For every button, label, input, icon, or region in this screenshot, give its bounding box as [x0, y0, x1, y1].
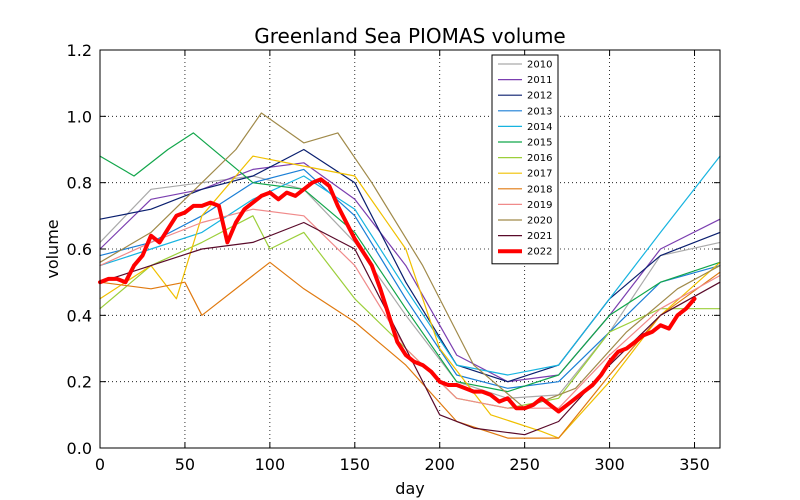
chart-title: Greenland Sea PIOMAS volume: [254, 24, 566, 48]
y-tick-label: 0.4: [67, 306, 92, 325]
series-line-2022: [98, 177, 697, 414]
series-line-2016: [99, 215, 721, 409]
y-tick-label: 0.2: [67, 373, 92, 392]
x-tick-label: 350: [679, 455, 710, 474]
legend-label-2019: 2019: [527, 200, 552, 211]
legend-label-2014: 2014: [527, 122, 552, 133]
x-axis-title: day: [395, 479, 424, 498]
y-tick-label: 0.6: [67, 240, 92, 259]
series-line-2014: [99, 155, 721, 376]
legend-label-2021: 2021: [527, 231, 552, 242]
legend-box: [491, 54, 559, 265]
y-tick-label: 1.0: [67, 107, 92, 126]
x-tick-label: 50: [175, 455, 195, 474]
x-tick-label: 100: [255, 455, 286, 474]
legend: 2010 2011 2012 2013 2014 2015 2016 2017 2018 2019…: [491, 54, 559, 265]
series-line-2018: [99, 261, 721, 439]
x-tick-label: 250: [509, 455, 540, 474]
axis-ticks: 0 50 100 150 200 250 300 350 0.0 0.2 0.4 0.6 0.8 1.0 1…: [67, 41, 720, 474]
grid-lines: [100, 50, 720, 448]
x-tick-label: 200: [424, 455, 455, 474]
legend-label-2012: 2012: [527, 91, 552, 102]
series-lines: [98, 112, 721, 439]
x-tick-label: 300: [594, 455, 625, 474]
series-line-2015: [99, 132, 721, 393]
x-tick-label: 150: [340, 455, 371, 474]
legend-label-2015: 2015: [527, 138, 552, 149]
legend-label-2013: 2013: [527, 106, 552, 117]
legend-label-2011: 2011: [527, 75, 552, 86]
legend-label-2016: 2016: [527, 153, 552, 164]
legend-label-2018: 2018: [527, 184, 552, 195]
y-tick-label: 0.8: [67, 174, 92, 193]
legend-label-2022: 2022: [527, 247, 552, 258]
legend-label-2017: 2017: [527, 169, 552, 180]
legend-label-2020: 2020: [527, 216, 552, 227]
y-axis-title: volume: [43, 219, 62, 278]
y-tick-label: 1.2: [67, 41, 92, 60]
y-tick-label: 0.0: [67, 439, 92, 458]
series-line-2020: [99, 112, 721, 409]
series-line-2017: [99, 155, 721, 439]
legend-label-2010: 2010: [527, 60, 552, 71]
x-tick-label: 0: [95, 455, 105, 474]
